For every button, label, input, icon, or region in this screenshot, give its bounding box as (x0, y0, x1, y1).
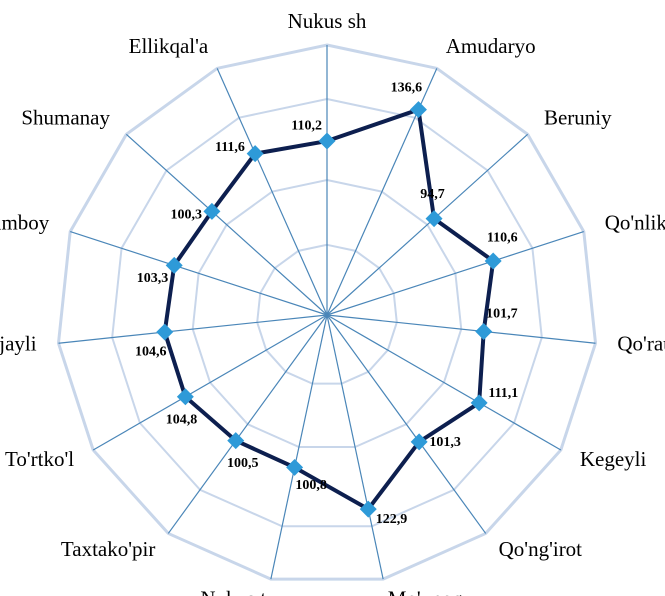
spoke (326, 314, 562, 451)
marker (470, 394, 488, 412)
spoke (270, 314, 328, 580)
category-label: Xo'jayli (0, 331, 37, 355)
spoke (326, 314, 596, 344)
marker (318, 132, 336, 150)
value-label: 111,6 (215, 140, 245, 155)
value-label: 110,2 (291, 118, 322, 133)
category-label: To'rtko'l (5, 447, 74, 471)
value-label: 122,9 (376, 512, 408, 527)
spoke (216, 68, 328, 316)
spoke (125, 133, 328, 316)
category-label: Qo'ng'irot (499, 537, 583, 561)
category-label: Ellikqal'a (129, 34, 209, 58)
value-label: 101,3 (429, 435, 461, 450)
category-label: Nukus t (200, 586, 266, 596)
marker (286, 458, 304, 476)
value-label: 100,5 (227, 456, 259, 471)
value-label: 110,6 (487, 231, 518, 246)
marker (359, 500, 377, 518)
marker (475, 322, 493, 340)
value-label: 100,3 (171, 208, 203, 223)
ring (56, 43, 598, 581)
marker (246, 145, 264, 163)
category-label: Taxtako'pir (61, 537, 155, 561)
spoke (92, 314, 328, 451)
spoke (70, 230, 328, 316)
value-label: 101,7 (486, 307, 518, 322)
category-label: Beruniy (544, 105, 612, 129)
marker (227, 432, 245, 450)
marker (203, 202, 221, 220)
value-label: 103,3 (137, 271, 169, 286)
category-label: Mo'ynoq (388, 586, 463, 596)
spoke (326, 133, 529, 316)
ring (111, 97, 543, 528)
value-label: 111,1 (488, 386, 518, 401)
category-label: Kegeyli (580, 447, 647, 471)
marker (156, 323, 174, 341)
marker (484, 252, 502, 270)
value-label: 104,6 (135, 345, 167, 360)
category-label: Nukus sh (288, 9, 367, 33)
spoke (326, 314, 487, 534)
category-label: Shumanay (21, 105, 110, 129)
spoke (326, 230, 584, 316)
value-label: 136,6 (391, 81, 423, 96)
marker (176, 388, 194, 406)
category-label: Qo'rauzak (617, 331, 665, 355)
ring (191, 178, 463, 449)
category-label: Chimboy (0, 211, 50, 235)
category-label: Qo'nliko'l (605, 211, 665, 235)
value-label: 100,8 (295, 478, 327, 493)
spoke (58, 314, 328, 344)
category-label: Amudaryo (446, 34, 536, 58)
marker (409, 101, 427, 119)
value-label: 104,8 (166, 413, 198, 428)
spoke (167, 314, 328, 534)
data-line (162, 106, 496, 512)
marker (410, 433, 428, 451)
spoke (326, 314, 384, 580)
value-label: 94,7 (420, 187, 445, 202)
marker (425, 210, 443, 228)
ring (256, 243, 398, 385)
marker (165, 256, 183, 274)
